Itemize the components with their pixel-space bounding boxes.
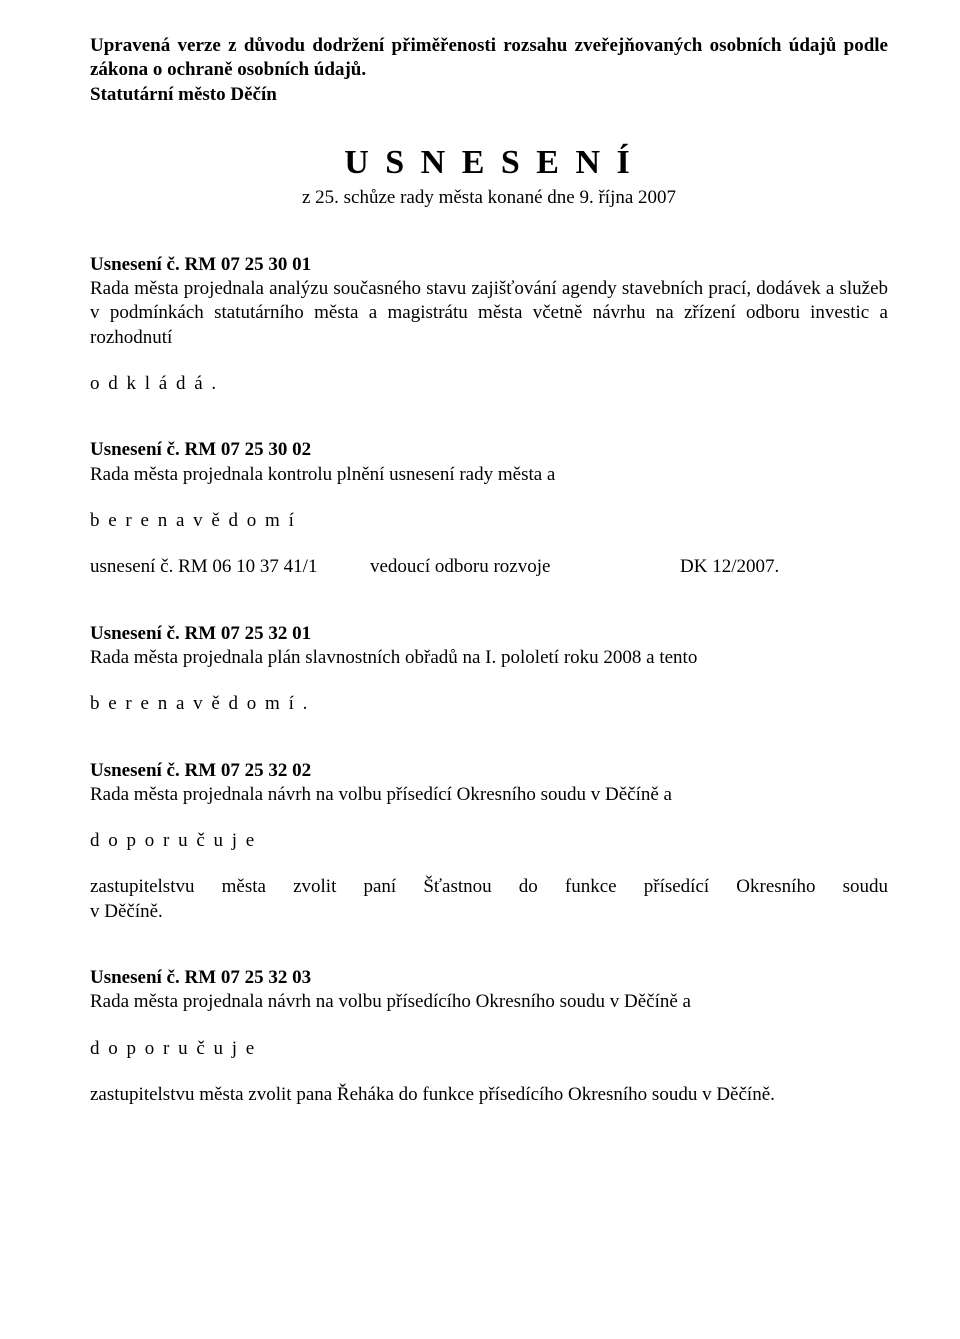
document-subtitle: z 25. schůze rady města konané dne 9. ří… (90, 186, 888, 210)
resolution-paragraph: zastupitelstvu města zvolit pana Řeháka … (90, 1083, 888, 1107)
resolution-paragraph: zastupitelstvu města zvolit paní Šťastno… (90, 875, 888, 924)
paragraph-line: zastupitelstvu města zvolit paní Šťastno… (90, 875, 888, 899)
table-cell-code: DK 12/2007. (680, 555, 888, 579)
resolution-body: Rada města projednala návrh na volbu pří… (90, 990, 888, 1014)
resolution-heading: Usnesení č. RM 07 25 30 02 (90, 438, 888, 462)
resolution-action: b e r e n a v ě d o m í (90, 509, 888, 533)
table-cell-ref: usnesení č. RM 06 10 37 41/1 (90, 555, 370, 579)
resolution-heading: Usnesení č. RM 07 25 32 01 (90, 622, 888, 646)
resolution-heading: Usnesení č. RM 07 25 32 02 (90, 759, 888, 783)
resolution-body: Rada města projednala plán slavnostních … (90, 646, 888, 670)
resolution-heading: Usnesení č. RM 07 25 32 03 (90, 966, 888, 990)
header-line2: Statutární město Děčín (90, 83, 888, 107)
resolution-body: Rada města projednala analýzu současného… (90, 277, 888, 350)
table-row: usnesení č. RM 06 10 37 41/1 vedoucí odb… (90, 555, 888, 579)
resolution-action: b e r e n a v ě d o m í . (90, 692, 888, 716)
document-title: U S N E S E N Í (90, 141, 888, 185)
resolution-heading: Usnesení č. RM 07 25 30 01 (90, 253, 888, 277)
resolution-body: Rada města projednala návrh na volbu pří… (90, 783, 888, 807)
table-cell-role: vedoucí odboru rozvoje (370, 555, 680, 579)
resolution-action: d o p o r u č u j e (90, 829, 888, 853)
header-line1: Upravená verze z důvodu dodržení přiměře… (90, 34, 888, 83)
paragraph-line: v Děčíně. (90, 900, 888, 924)
resolution-action: o d k l á d á . (90, 372, 888, 396)
resolution-action: d o p o r u č u j e (90, 1037, 888, 1061)
resolution-body: Rada města projednala kontrolu plnění us… (90, 463, 888, 487)
